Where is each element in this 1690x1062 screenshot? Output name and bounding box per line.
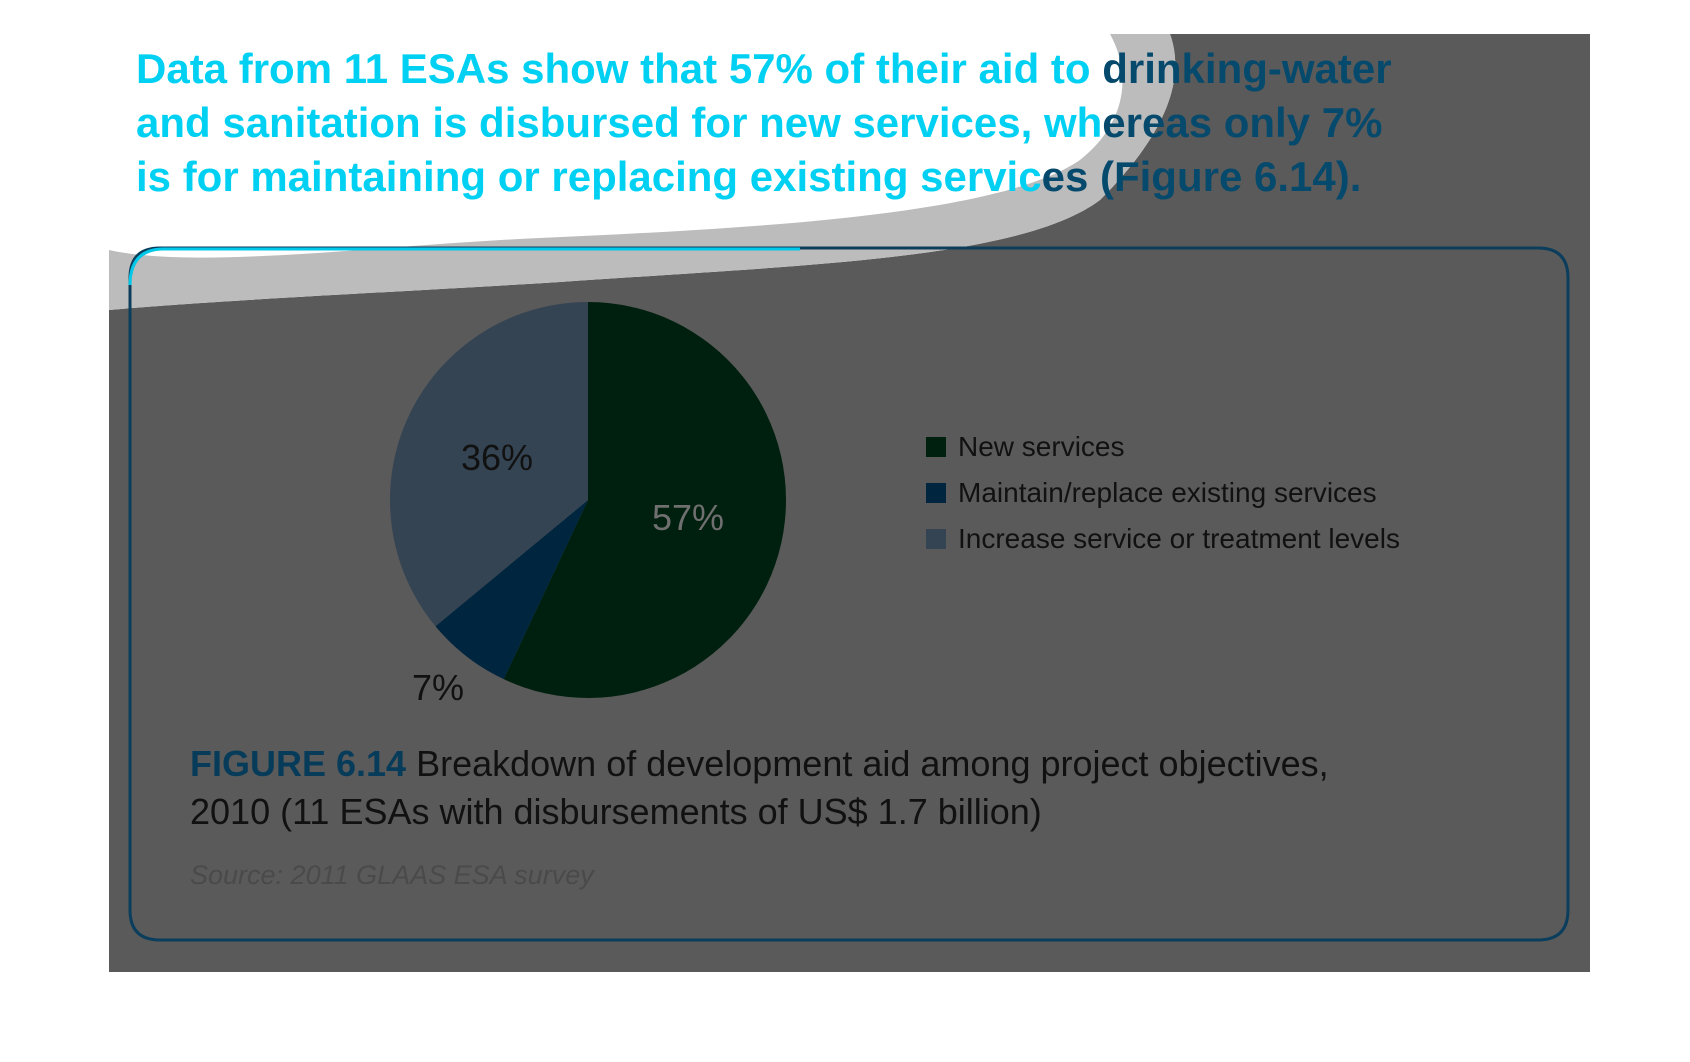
legend-swatch xyxy=(926,437,946,457)
pie-slice-increase-service-or-treatment-levels xyxy=(389,302,588,627)
frame-border-top-highlight xyxy=(128,247,800,286)
figure-caption: FIGURE 6.14 Breakdown of development aid… xyxy=(190,740,1490,836)
legend-item-maintain-replace: Maintain/replace existing services xyxy=(926,470,1400,516)
legend-item-increase-service: Increase service or treatment levels xyxy=(926,516,1400,562)
legend-label: Maintain/replace existing services xyxy=(958,477,1377,508)
headline-line-2: and sanitation is disbursed for new serv… xyxy=(136,99,1383,146)
headline: Data from 11 ESAs show that 57% of their… xyxy=(136,42,1566,204)
legend-label: New services xyxy=(958,431,1125,462)
caption-text-line-2: 2010 (11 ESAs with disbursements of US$ … xyxy=(190,791,1042,832)
light-band-shape xyxy=(109,34,1176,310)
chart-legend: New services Maintain/replace existing s… xyxy=(926,424,1400,562)
figure-label: FIGURE 6.14 xyxy=(190,743,407,784)
dark-overlay-shape xyxy=(109,34,1590,972)
legend-item-new-services: New services xyxy=(926,424,1400,470)
pie-slice-new-services xyxy=(503,302,787,698)
pie-data-label: 7% xyxy=(412,667,464,708)
pie-slice-maintain-replace-existing-services xyxy=(435,500,588,680)
headline-line-3: is for maintaining or replacing existing… xyxy=(136,153,1362,200)
pie-data-label: 36% xyxy=(461,437,533,478)
headline-line-1: Data from 11 ESAs show that 57% of their… xyxy=(136,45,1392,92)
caption-text-line-1: Breakdown of development aid among proje… xyxy=(406,743,1329,784)
source-note: Source: 2011 GLAAS ESA survey xyxy=(190,860,594,890)
pie-data-label: 57% xyxy=(652,497,724,538)
legend-swatch xyxy=(926,529,946,549)
legend-swatch xyxy=(926,483,946,503)
legend-label: Increase service or treatment levels xyxy=(958,523,1400,554)
